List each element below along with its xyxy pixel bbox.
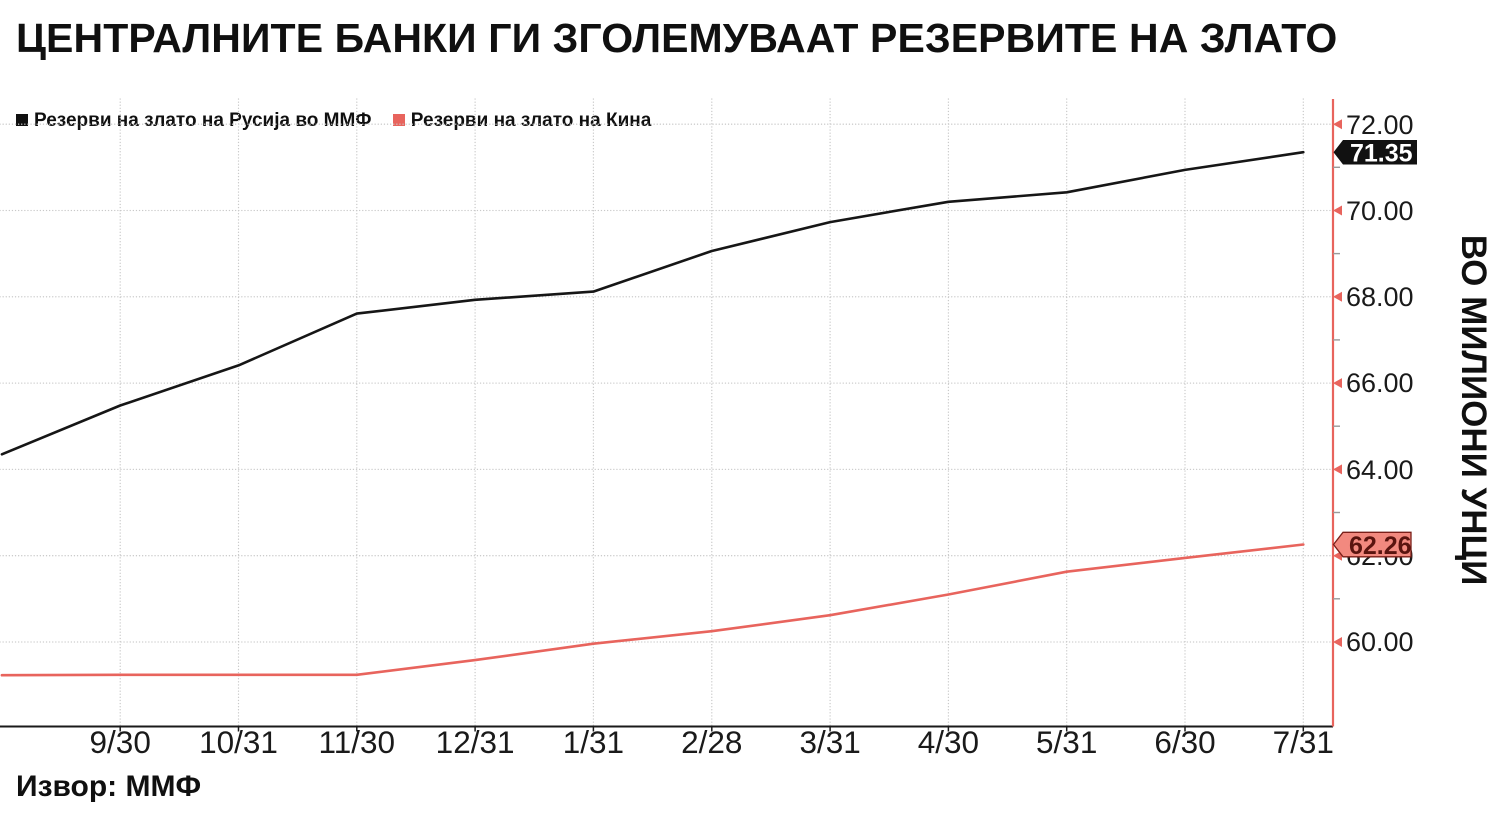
svg-text:72.00: 72.00 <box>1346 110 1414 140</box>
svg-text:10/31: 10/31 <box>199 724 278 760</box>
svg-text:5/31: 5/31 <box>1036 724 1097 760</box>
svg-text:2/28: 2/28 <box>681 724 742 760</box>
svg-text:70.00: 70.00 <box>1346 196 1414 226</box>
svg-text:12/31: 12/31 <box>436 724 515 760</box>
svg-text:ВО МИЛИОНИ УНЦИ: ВО МИЛИОНИ УНЦИ <box>1454 235 1493 586</box>
svg-text:7/31: 7/31 <box>1273 724 1334 760</box>
svg-text:62.26: 62.26 <box>1349 532 1412 560</box>
svg-text:11/30: 11/30 <box>319 724 396 760</box>
svg-text:60.00: 60.00 <box>1346 627 1414 657</box>
svg-text:68.00: 68.00 <box>1346 282 1414 312</box>
svg-text:4/30: 4/30 <box>918 724 979 760</box>
svg-text:3/31: 3/31 <box>799 724 860 760</box>
svg-text:9/30: 9/30 <box>90 724 151 760</box>
svg-text:66.00: 66.00 <box>1346 368 1414 398</box>
svg-text:71.35: 71.35 <box>1350 140 1413 168</box>
svg-text:1/31: 1/31 <box>563 724 624 760</box>
svg-text:64.00: 64.00 <box>1346 455 1414 485</box>
svg-text:6/30: 6/30 <box>1154 724 1215 760</box>
